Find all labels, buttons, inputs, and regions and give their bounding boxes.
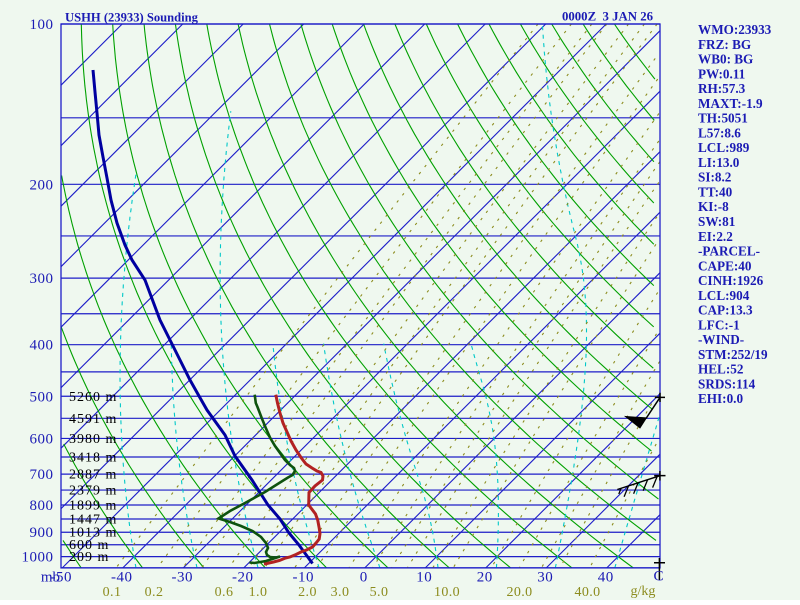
svg-text:1.0: 1.0 [249, 585, 268, 600]
svg-text:600 m: 600 m [69, 538, 109, 553]
svg-text:LCL:989: LCL:989 [698, 140, 750, 155]
svg-text:EHI:0.0: EHI:0.0 [698, 391, 743, 406]
svg-text:-WIND-: -WIND- [698, 332, 744, 347]
svg-text:100: 100 [30, 17, 54, 33]
svg-text:USHH (23933) Sounding: USHH (23933) Sounding [65, 11, 199, 25]
svg-text:TT:40: TT:40 [698, 185, 733, 200]
svg-text:0: 0 [360, 570, 368, 586]
svg-text:LI:13.0: LI:13.0 [698, 155, 740, 170]
svg-text:2.0: 2.0 [298, 585, 317, 600]
svg-text:-PARCEL-: -PARCEL- [698, 244, 760, 259]
svg-text:CAPE:40: CAPE:40 [698, 258, 752, 273]
svg-text:STM:252/19: STM:252/19 [698, 347, 768, 362]
svg-text:mb: mb [41, 570, 60, 586]
svg-text:-20: -20 [232, 570, 254, 586]
svg-text:3.0: 3.0 [331, 585, 350, 600]
svg-text:4591 m: 4591 m [69, 412, 117, 427]
svg-text:10: 10 [416, 570, 432, 586]
svg-text:400: 400 [30, 338, 54, 354]
svg-text:0.2: 0.2 [145, 585, 164, 600]
svg-text:40: 40 [598, 570, 614, 586]
svg-text:-30: -30 [172, 570, 194, 586]
svg-text:WB0: BG: WB0: BG [698, 52, 753, 67]
svg-text:g/kg: g/kg [631, 584, 656, 599]
svg-text:L57:8.6: L57:8.6 [698, 125, 741, 140]
svg-text:LCL:904: LCL:904 [698, 288, 750, 303]
svg-text:900: 900 [30, 525, 54, 541]
svg-text:PW:0.11: PW:0.11 [698, 66, 745, 81]
svg-text:C: C [653, 569, 663, 585]
svg-text:LFC:-1: LFC:-1 [698, 317, 740, 332]
svg-text:5260 m: 5260 m [69, 390, 117, 405]
svg-text:MAXT:-1.9: MAXT:-1.9 [698, 96, 763, 111]
svg-text:FRZ: BG: FRZ: BG [698, 37, 751, 52]
svg-text:SI:8.2: SI:8.2 [698, 170, 732, 185]
svg-text:20: 20 [477, 570, 493, 586]
svg-text:0.6: 0.6 [215, 585, 234, 600]
svg-text:500: 500 [30, 389, 54, 405]
svg-text:-50: -50 [51, 570, 73, 586]
svg-text:HEL:52: HEL:52 [698, 362, 744, 377]
svg-text:0.1: 0.1 [103, 585, 122, 600]
svg-text:SRDS:114: SRDS:114 [698, 377, 756, 392]
svg-text:TH:5051: TH:5051 [698, 111, 748, 126]
svg-text:300: 300 [30, 271, 54, 287]
svg-text:600: 600 [30, 432, 54, 448]
svg-text:0000Z 3 JAN 26: 0000Z 3 JAN 26 [562, 10, 654, 24]
svg-text:700: 700 [30, 467, 54, 483]
svg-text:CAP:13.3: CAP:13.3 [698, 303, 753, 318]
svg-text:20.0: 20.0 [506, 585, 532, 600]
svg-text:2887 m: 2887 m [69, 468, 117, 483]
svg-text:209 m: 209 m [69, 550, 109, 565]
svg-text:RH:57.3: RH:57.3 [698, 81, 746, 96]
svg-text:2379 m: 2379 m [69, 484, 117, 499]
svg-text:1013 m: 1013 m [69, 526, 117, 541]
svg-text:1899 m: 1899 m [69, 499, 117, 514]
svg-text:3418 m: 3418 m [69, 451, 117, 466]
svg-text:1447 m: 1447 m [69, 513, 117, 528]
svg-text:KI:-8: KI:-8 [698, 199, 729, 214]
svg-text:3980 m: 3980 m [69, 432, 117, 447]
svg-text:EI:2.2: EI:2.2 [698, 229, 733, 244]
svg-text:30: 30 [537, 570, 553, 586]
svg-text:10.0: 10.0 [434, 585, 460, 600]
svg-text:800: 800 [30, 498, 54, 514]
svg-text:-40: -40 [111, 570, 133, 586]
svg-text:WMO:23933: WMO:23933 [698, 22, 772, 37]
svg-text:SW:81: SW:81 [698, 214, 735, 229]
svg-text:200: 200 [30, 177, 54, 193]
svg-text:CINH:1926: CINH:1926 [698, 273, 764, 288]
svg-text:-10: -10 [293, 570, 315, 586]
svg-text:1000: 1000 [22, 550, 54, 566]
svg-text:40.0: 40.0 [574, 585, 600, 600]
svg-text:5.0: 5.0 [370, 585, 389, 600]
